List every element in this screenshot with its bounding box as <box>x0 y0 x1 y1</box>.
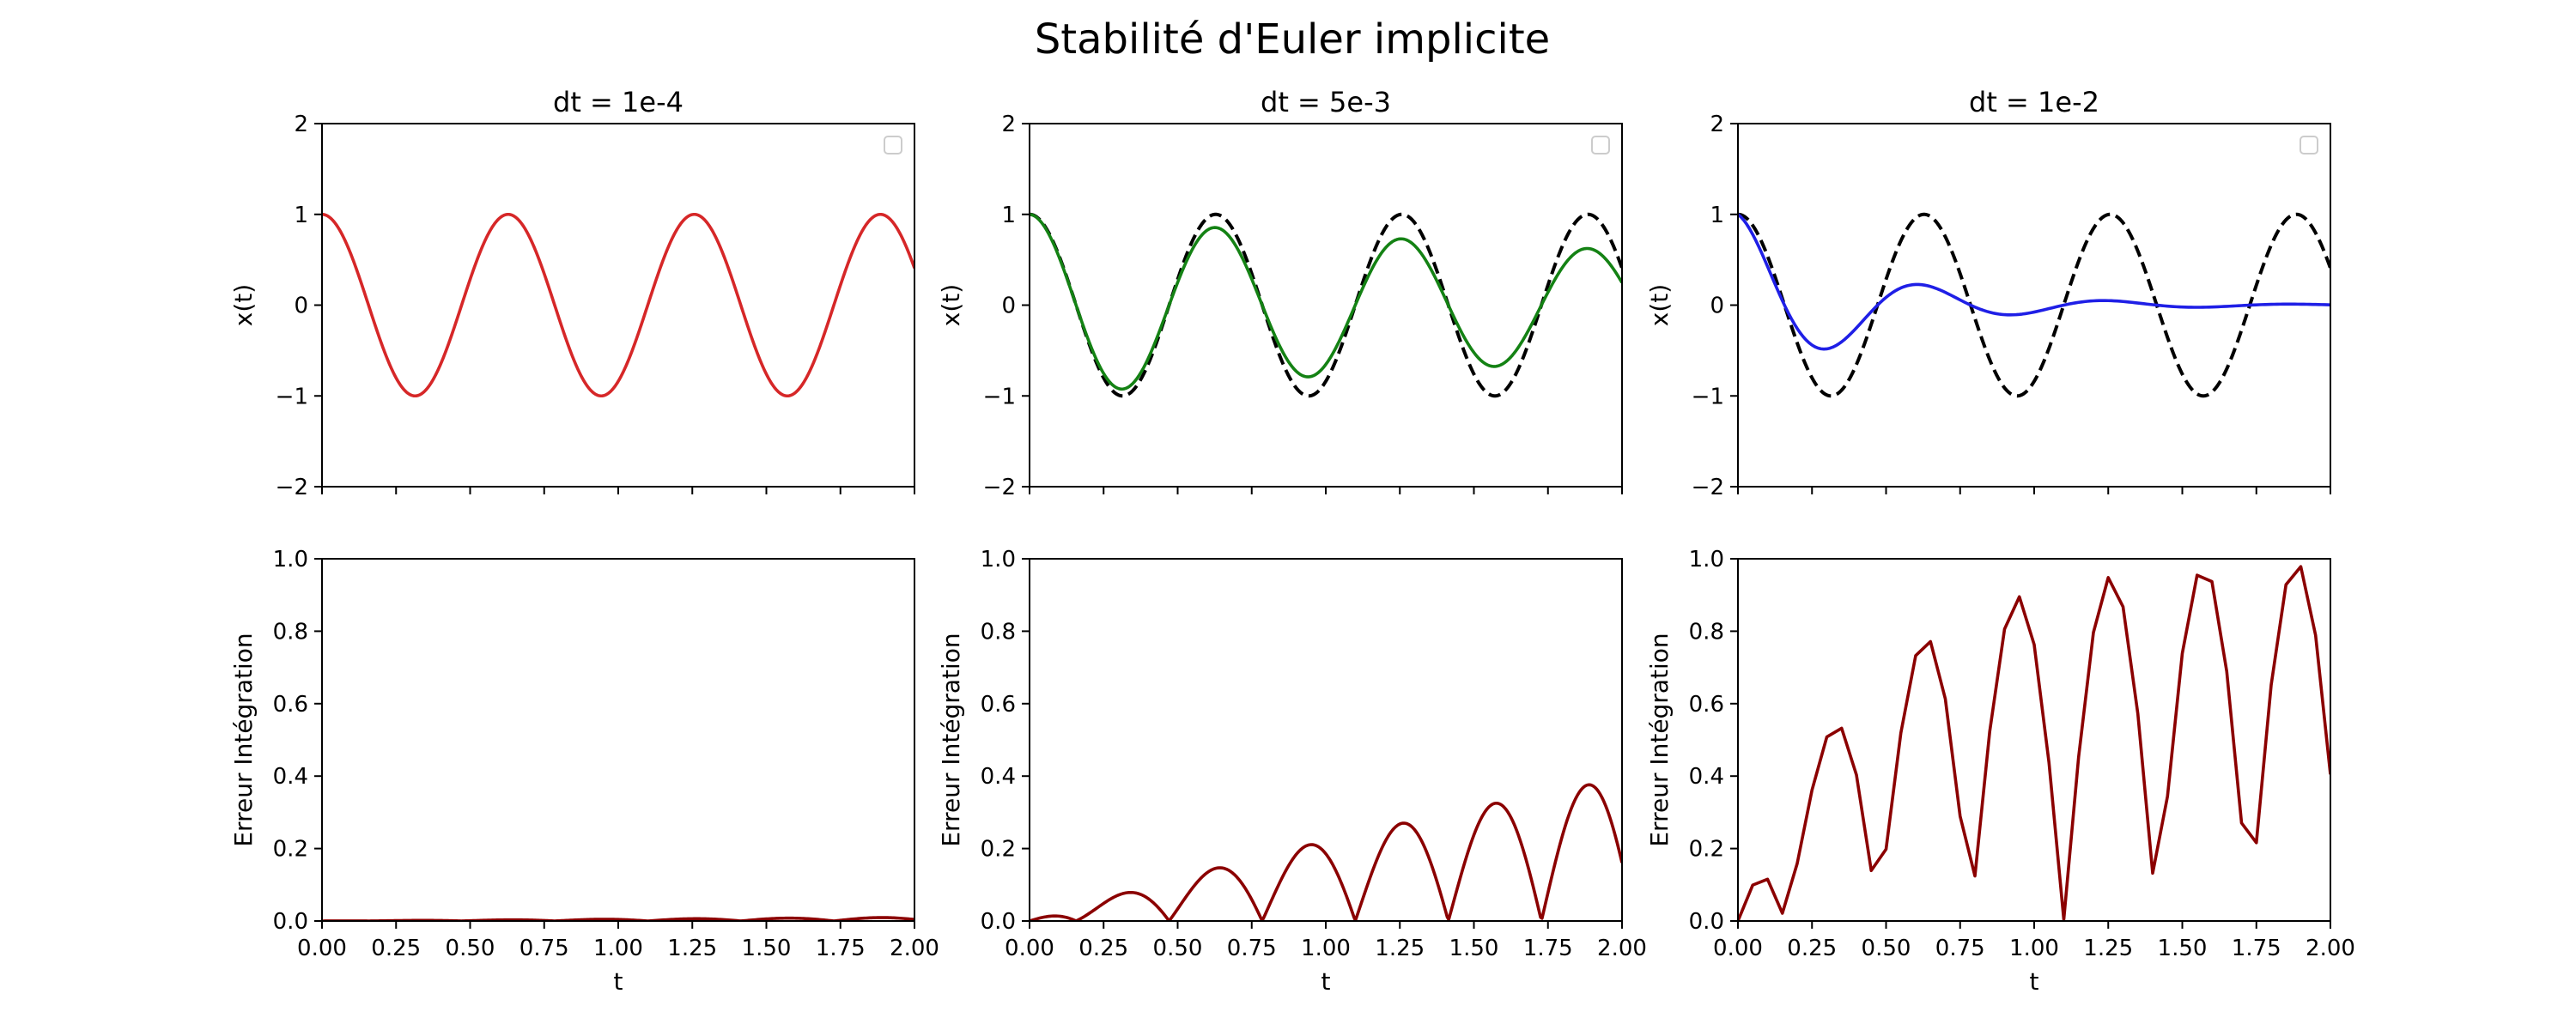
series-line-1 <box>1030 212 1622 398</box>
x-tick-label: 0.00 <box>1713 936 1763 961</box>
y-tick-label: 2 <box>294 112 308 137</box>
x-tick-label: 1.50 <box>2158 936 2208 961</box>
x-tick-label: 0.50 <box>1862 936 1911 961</box>
axes-frame <box>321 123 915 488</box>
x-tick-label: 1.00 <box>593 936 643 961</box>
series-line-1 <box>1738 212 2330 398</box>
y-tick-label: 0.0 <box>1689 909 1724 935</box>
y-tick-label: 0.6 <box>1689 692 1724 718</box>
y-tick-label: −2 <box>1692 475 1724 500</box>
x-tick-label: 1.75 <box>1523 936 1573 961</box>
series-line-1 <box>1738 565 2330 921</box>
subplot-5: 0.0 0.2 0.4 0.6 0.8 1.0 0.00 0.25 0.50 0.75 1.00 1.… <box>937 547 1647 996</box>
y-tick-label: 1.0 <box>981 547 1016 573</box>
y-tick-label: 2 <box>1710 112 1724 137</box>
y-tick-label: −1 <box>1692 384 1724 409</box>
x-tick-label: 0.75 <box>1227 936 1277 961</box>
x-axis-label: t <box>1321 967 1331 996</box>
y-axis-label: Erreur Intégration <box>1645 633 1674 846</box>
x-tick-label: 0.00 <box>1005 936 1054 961</box>
y-tick-label: 0 <box>1001 294 1016 319</box>
subplot-4: 0.0 0.2 0.4 0.6 0.8 1.0 0.00 0.25 0.50 0.75 1.00 1.… <box>229 547 939 996</box>
x-tick-label: 0.75 <box>519 936 569 961</box>
y-tick-label: 0.8 <box>981 619 1016 645</box>
x-tick-label: 1.25 <box>667 936 717 961</box>
y-tick-label: 0.2 <box>273 837 308 863</box>
x-axis-label: t <box>2030 967 2039 996</box>
y-tick-label: 1 <box>1001 203 1016 228</box>
y-tick-label: 0.6 <box>273 692 308 718</box>
y-tick-label: 0.0 <box>273 909 308 935</box>
x-tick-label: 0.50 <box>446 936 495 961</box>
legend-box <box>2300 136 2318 154</box>
x-tick-label: 0.25 <box>371 936 421 961</box>
series-line-2 <box>1738 213 2330 351</box>
y-tick-label: −1 <box>276 384 308 409</box>
x-tick-label: 0.50 <box>1153 936 1203 961</box>
x-tick-label: 1.00 <box>2009 936 2059 961</box>
series-line-1 <box>1030 783 1622 921</box>
subplot-grid: −2 −1 0 1 2 dt = 1e-4 x(t) −2 −1 0 1 2 dt = 5e-3 x(t)… <box>229 86 2355 996</box>
axes-frame <box>321 558 915 922</box>
y-tick-label: 1.0 <box>1689 547 1724 573</box>
x-tick-label: 1.50 <box>742 936 792 961</box>
panel-title: dt = 1e-2 <box>1969 86 2099 118</box>
y-tick-label: 1 <box>294 203 308 228</box>
y-axis-label: x(t) <box>229 284 258 326</box>
y-tick-label: 0.2 <box>981 837 1016 863</box>
axes-frame <box>1029 558 1623 922</box>
y-tick-label: 0 <box>294 294 308 319</box>
figure-suptitle: Stabilité d'Euler implicite <box>1035 15 1550 64</box>
x-tick-label: 0.25 <box>1078 936 1128 961</box>
y-tick-label: 0.8 <box>273 619 308 645</box>
x-tick-label: 1.25 <box>1375 936 1425 961</box>
subplot-3: −2 −1 0 1 2 dt = 1e-2 x(t) <box>1645 86 2331 500</box>
y-tick-label: 0.4 <box>981 764 1016 790</box>
x-tick-label: 1.75 <box>816 936 866 961</box>
x-tick-label: 1.25 <box>2083 936 2133 961</box>
y-axis-label: x(t) <box>1645 284 1674 326</box>
x-tick-label: 2.00 <box>2306 936 2355 961</box>
subplot-6: 0.0 0.2 0.4 0.6 0.8 1.0 0.00 0.25 0.50 0.75 1.00 1.… <box>1645 547 2355 996</box>
y-tick-label: −1 <box>983 384 1016 409</box>
panel-title: dt = 1e-4 <box>553 86 683 118</box>
x-tick-label: 1.75 <box>2232 936 2281 961</box>
subplot-2: −2 −1 0 1 2 dt = 5e-3 x(t) <box>937 86 1623 500</box>
x-tick-label: 1.50 <box>1449 936 1499 961</box>
legend-box <box>884 136 902 154</box>
x-tick-label: 0.75 <box>1935 936 1985 961</box>
y-axis-label: Erreur Intégration <box>229 633 258 846</box>
y-tick-label: 0.2 <box>1689 837 1724 863</box>
y-tick-label: −2 <box>276 475 308 500</box>
y-tick-label: 0.4 <box>273 764 308 790</box>
y-tick-label: 2 <box>1001 112 1016 137</box>
y-tick-label: 0.8 <box>1689 619 1724 645</box>
y-tick-label: 0.0 <box>981 909 1016 935</box>
subplot-1: −2 −1 0 1 2 dt = 1e-4 x(t) <box>229 86 915 500</box>
x-tick-label: 0.00 <box>297 936 347 961</box>
axes-frame <box>1029 123 1623 488</box>
series-line-1 <box>322 212 914 398</box>
y-tick-label: 1.0 <box>273 547 308 573</box>
y-axis-label: x(t) <box>937 284 965 326</box>
x-tick-label: 2.00 <box>890 936 939 961</box>
panel-title: dt = 5e-3 <box>1261 86 1391 118</box>
x-tick-label: 2.00 <box>1597 936 1647 961</box>
y-tick-label: 0.4 <box>1689 764 1724 790</box>
x-tick-label: 1.00 <box>1301 936 1351 961</box>
y-axis-label: Erreur Intégration <box>937 633 965 846</box>
series-line-2 <box>1030 212 1622 391</box>
y-tick-label: 0 <box>1710 294 1724 319</box>
x-tick-label: 0.25 <box>1787 936 1837 961</box>
y-tick-label: −2 <box>983 475 1016 500</box>
y-tick-label: 1 <box>1710 203 1724 228</box>
x-axis-label: t <box>614 967 623 996</box>
y-tick-label: 0.6 <box>981 692 1016 718</box>
legend-box <box>1591 136 1610 154</box>
